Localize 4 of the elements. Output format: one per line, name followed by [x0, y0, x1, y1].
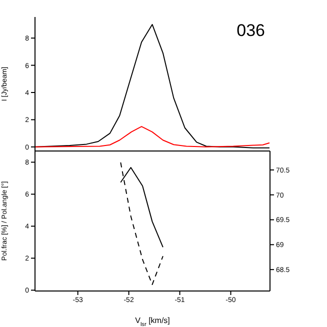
line-series [120, 162, 164, 286]
line-series [35, 126, 270, 148]
annotation: 036 [236, 21, 265, 41]
x-axis-title: V$_{lsr}$ [km/s] [135, 316, 170, 327]
